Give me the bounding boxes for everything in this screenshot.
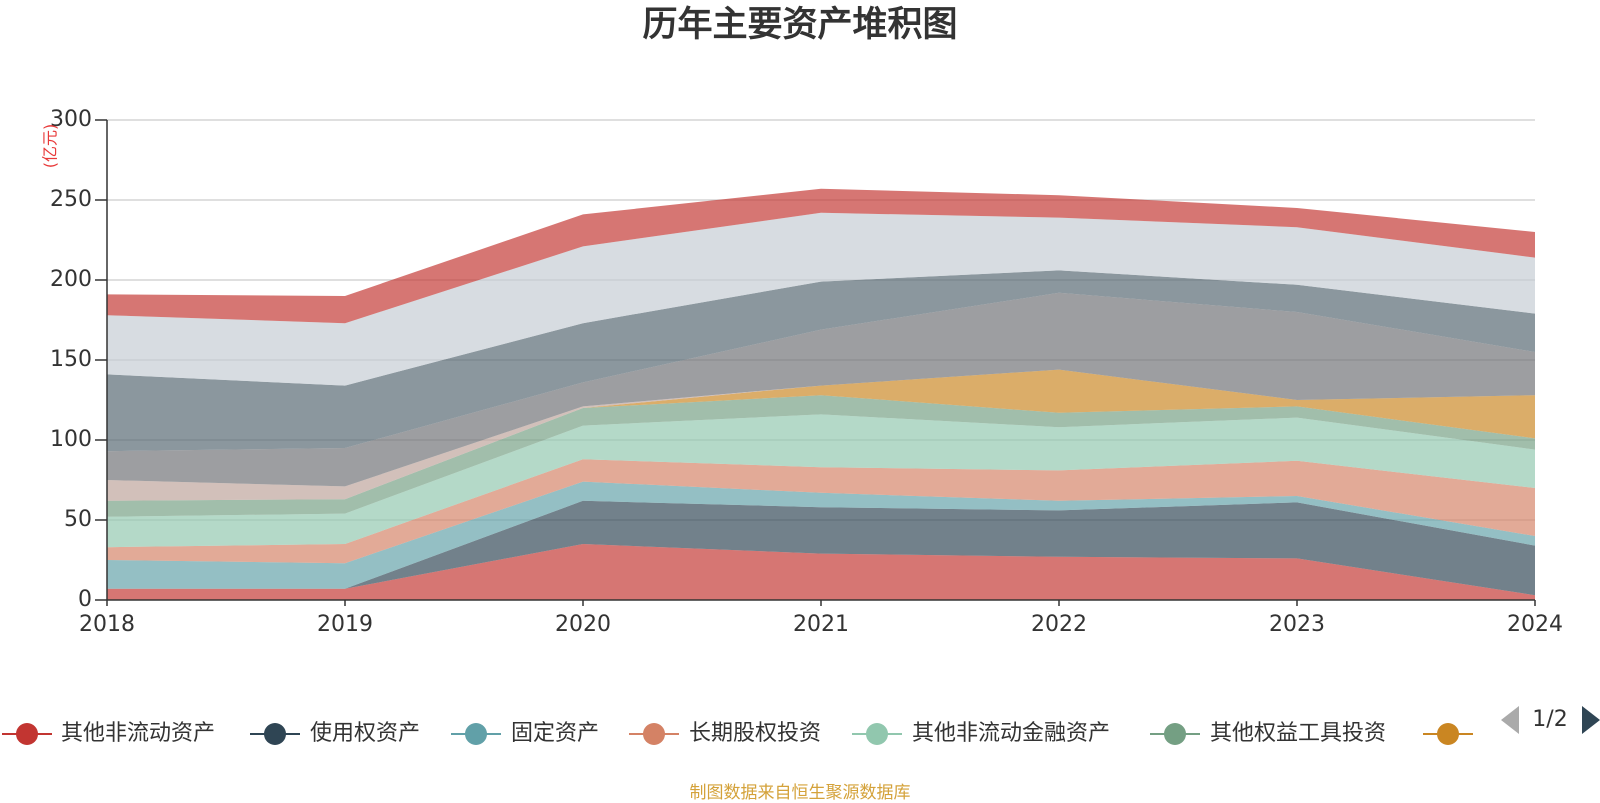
- x-tick-label: 2020: [555, 612, 611, 637]
- legend-page-indicator: 1/2: [1532, 707, 1567, 732]
- y-tick-label: 0: [78, 587, 92, 612]
- x-tick-label: 2021: [793, 612, 849, 637]
- legend[interactable]: 其他非流动资产 使用权资产 固定资产 长期股权投资 其他非流动金融资产 其他权益工具投资: [2, 721, 1473, 746]
- area-series-9[interactable]: [107, 270, 1535, 452]
- y-tick-label: 50: [64, 507, 92, 532]
- chart-title: 历年主要资产堆积图: [642, 5, 958, 45]
- area-series-2[interactable]: [107, 481, 1535, 589]
- y-tick-label: 250: [50, 187, 92, 212]
- data-source-note: 制图数据来自恒生聚源数据库: [689, 783, 911, 803]
- legend-marker-icon: [1437, 723, 1459, 745]
- legend-item-3[interactable]: 长期股权投资: [629, 721, 821, 746]
- x-tick-label: 2024: [1507, 612, 1563, 637]
- legend-label: 其他非流动金融资产: [912, 721, 1110, 746]
- y-tick-label: 100: [50, 427, 92, 452]
- legend-label: 使用权资产: [310, 721, 420, 746]
- y-axis-unit-label: (亿元): [41, 124, 60, 169]
- legend-marker-icon: [1164, 723, 1186, 745]
- area-series-8[interactable]: [107, 292, 1535, 487]
- legend-item-6[interactable]: [1423, 723, 1473, 745]
- legend-marker-icon: [465, 723, 487, 745]
- legend-prev-page-icon[interactable]: [1501, 706, 1519, 734]
- legend-label: 长期股权投资: [689, 721, 821, 746]
- legend-item-2[interactable]: 固定资产: [451, 721, 599, 746]
- axes: 0 50 100 150 200 250 300 2018 2019 2020 2021 2022 20…: [50, 107, 1563, 637]
- legend-marker-icon: [16, 723, 38, 745]
- area-series-3[interactable]: [107, 459, 1535, 564]
- area-series-4[interactable]: [107, 414, 1535, 548]
- area-series-10[interactable]: [107, 212, 1535, 386]
- legend-pager: 1/2: [1501, 706, 1600, 734]
- x-tick-label: 2019: [317, 612, 373, 637]
- legend-next-page-icon[interactable]: [1582, 706, 1600, 734]
- legend-item-5[interactable]: 其他权益工具投资: [1150, 721, 1386, 746]
- y-tick-label: 200: [50, 267, 92, 292]
- area-series-7[interactable]: [107, 369, 1535, 501]
- legend-label: 其他非流动资产: [61, 721, 215, 746]
- area-series-0[interactable]: [107, 544, 1535, 600]
- legend-item-4[interactable]: 其他非流动金融资产: [852, 721, 1110, 746]
- legend-marker-icon: [643, 723, 665, 745]
- x-tick-label: 2022: [1031, 612, 1087, 637]
- y-tick-label: 300: [50, 107, 92, 132]
- x-tick-label: 2023: [1269, 612, 1325, 637]
- area-series-group[interactable]: [107, 188, 1535, 600]
- legend-item-1[interactable]: 使用权资产: [250, 721, 420, 746]
- area-series-5[interactable]: [107, 395, 1535, 517]
- y-tick-label: 150: [50, 347, 92, 372]
- legend-label: 固定资产: [511, 721, 599, 746]
- legend-label: 其他权益工具投资: [1210, 721, 1386, 746]
- area-series-11[interactable]: [107, 188, 1535, 324]
- area-series-1[interactable]: [107, 500, 1535, 596]
- legend-marker-icon: [866, 723, 888, 745]
- legend-marker-icon: [264, 723, 286, 745]
- legend-item-0[interactable]: 其他非流动资产: [2, 721, 215, 746]
- area-series-6[interactable]: [107, 369, 1535, 501]
- x-tick-label: 2018: [79, 612, 135, 637]
